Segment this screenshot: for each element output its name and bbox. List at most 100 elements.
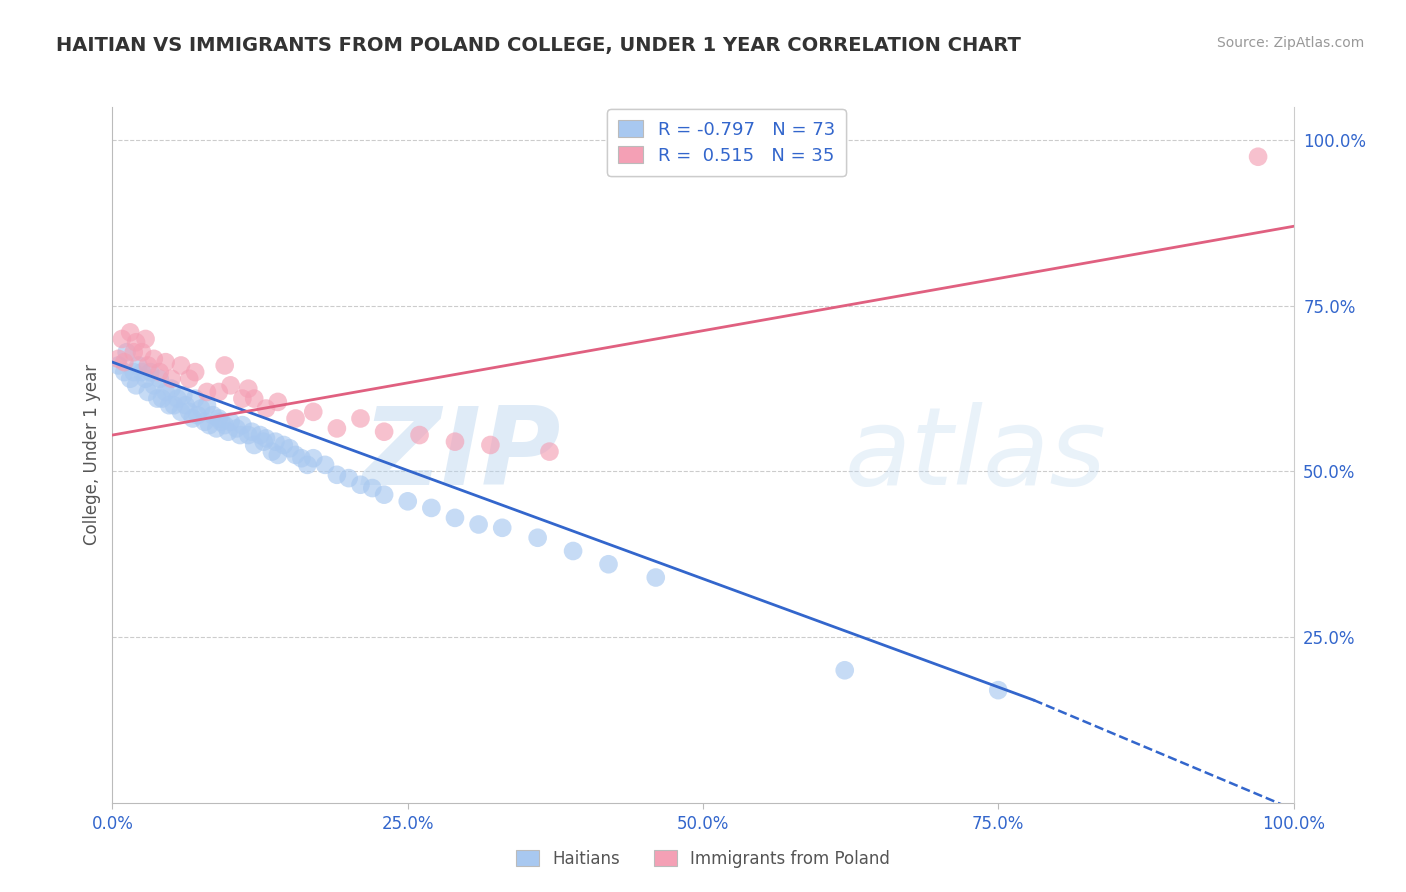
Point <box>219 378 242 392</box>
Point <box>195 398 218 412</box>
Point <box>170 359 193 373</box>
Point <box>163 398 186 412</box>
Y-axis label: College, Under 1 year: College, Under 1 year <box>83 364 101 546</box>
Point <box>254 431 277 445</box>
Text: HAITIAN VS IMMIGRANTS FROM POLAND COLLEGE, UNDER 1 YEAR CORRELATION CHART: HAITIAN VS IMMIGRANTS FROM POLAND COLLEG… <box>56 36 1021 54</box>
Point <box>136 384 159 399</box>
Point <box>107 351 129 366</box>
Text: ZIP: ZIP <box>363 402 561 508</box>
Point <box>107 359 129 373</box>
Point <box>373 488 395 502</box>
Point <box>120 372 142 386</box>
Point <box>243 438 266 452</box>
Point <box>112 355 135 369</box>
Point <box>240 425 263 439</box>
Point <box>166 392 188 406</box>
Point <box>150 392 173 406</box>
Point <box>231 392 253 406</box>
Point <box>219 415 242 429</box>
Point <box>297 458 319 472</box>
Point <box>155 384 177 399</box>
Point <box>243 392 266 406</box>
Legend: R = -0.797   N = 73, R =  0.515   N = 35: R = -0.797 N = 73, R = 0.515 N = 35 <box>607 109 846 176</box>
Point <box>290 451 312 466</box>
Point <box>115 345 138 359</box>
Point <box>444 434 467 449</box>
Point <box>214 359 236 373</box>
Point <box>267 395 290 409</box>
Point <box>408 428 430 442</box>
Point <box>131 345 153 359</box>
Point <box>479 438 502 452</box>
Text: atlas: atlas <box>845 402 1107 508</box>
Point <box>284 411 307 425</box>
Point <box>122 365 145 379</box>
Point <box>201 408 224 422</box>
Point <box>562 544 585 558</box>
Point <box>155 355 177 369</box>
Point <box>231 418 253 433</box>
Point <box>249 428 271 442</box>
Point <box>1247 150 1270 164</box>
Point <box>181 411 204 425</box>
Point <box>179 372 201 386</box>
Point <box>264 434 287 449</box>
Point <box>284 448 307 462</box>
Point <box>146 392 169 406</box>
Point <box>125 335 148 350</box>
Point <box>314 458 336 472</box>
Point <box>420 500 443 515</box>
Point <box>172 388 194 402</box>
Point <box>302 451 325 466</box>
Point <box>142 378 165 392</box>
Point <box>184 365 207 379</box>
Point <box>987 683 1010 698</box>
Point <box>136 359 159 373</box>
Point <box>122 345 145 359</box>
Point <box>135 372 157 386</box>
Point <box>184 392 207 406</box>
Point <box>142 351 165 366</box>
Point <box>190 401 212 416</box>
Point <box>273 438 295 452</box>
Point <box>149 365 172 379</box>
Point <box>214 418 236 433</box>
Point <box>538 444 561 458</box>
Point <box>120 326 142 340</box>
Point <box>349 477 371 491</box>
Point <box>125 378 148 392</box>
Text: Source: ZipAtlas.com: Source: ZipAtlas.com <box>1216 36 1364 50</box>
Point <box>302 405 325 419</box>
Point <box>186 408 208 422</box>
Point <box>253 434 276 449</box>
Point <box>396 494 419 508</box>
Point <box>149 372 172 386</box>
Point <box>131 365 153 379</box>
Point <box>205 421 228 435</box>
Point <box>127 359 149 373</box>
Point <box>598 558 620 572</box>
Point <box>195 384 218 399</box>
Point <box>174 398 197 412</box>
Point <box>238 428 260 442</box>
Point <box>217 425 239 439</box>
Point <box>644 570 666 584</box>
Point <box>373 425 395 439</box>
Point <box>238 382 260 396</box>
Point <box>208 384 231 399</box>
Point <box>135 332 157 346</box>
Point <box>111 332 134 346</box>
Point <box>444 511 467 525</box>
Point <box>229 428 252 442</box>
Point <box>225 421 247 435</box>
Point <box>337 471 360 485</box>
Point <box>209 415 232 429</box>
Point <box>361 481 384 495</box>
Point <box>326 467 349 482</box>
Point <box>198 418 221 433</box>
Point <box>194 415 217 429</box>
Point <box>349 411 371 425</box>
Point <box>160 372 183 386</box>
Point <box>491 521 513 535</box>
Point <box>208 411 231 425</box>
